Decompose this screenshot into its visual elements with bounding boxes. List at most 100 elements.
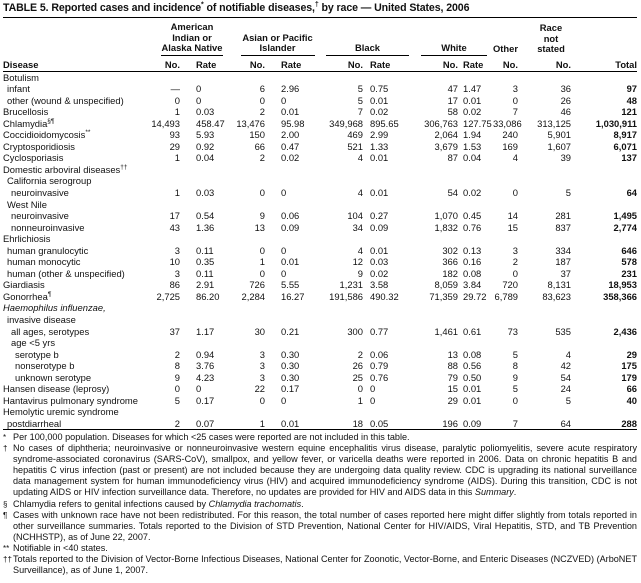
value-cell	[149, 71, 180, 83]
value-cell: 33,086	[493, 117, 522, 129]
value-cell: 4	[357, 186, 363, 198]
value-cell	[180, 314, 235, 326]
value-cell: 0.03	[196, 186, 215, 198]
value-cell: 95.98	[281, 117, 305, 129]
value-cell	[518, 71, 571, 83]
table-row: Brucellosis 1 0.03 2 0.01 7 0.02 58 0.02 7 46 121	[3, 106, 637, 118]
disease-label: Hemolytic uremic syndrome	[3, 406, 119, 418]
disease-label: Chlamydia§¶	[3, 117, 55, 129]
value-cell: 46	[560, 106, 571, 118]
disease-label: all ages, serotypes	[11, 325, 90, 337]
value-cell	[458, 71, 493, 83]
value-cell: 0.07	[180, 417, 235, 431]
value-cell: 240	[502, 129, 518, 141]
value-cell: 0.01	[463, 383, 482, 395]
value-cell: 47	[447, 83, 458, 95]
value-cell: 1	[357, 394, 363, 406]
value-cell: 30	[254, 325, 265, 337]
disease-table: American Indian or Alaska Native Asian o…	[3, 17, 637, 431]
disease-label: Hansen disease (leprosy)	[3, 383, 110, 395]
value-cell: 0.94	[196, 348, 215, 360]
value-cell	[180, 199, 235, 211]
value-cell: 0.01	[463, 94, 482, 106]
value-cell	[363, 199, 415, 211]
value-cell: 366	[442, 256, 458, 268]
table-row: Ehrlichiosis	[3, 233, 637, 245]
value-cell: 0.13	[463, 244, 482, 256]
value-cell: 9	[174, 371, 180, 383]
value-cell: 3	[259, 348, 265, 360]
total-cell: 64	[626, 186, 637, 198]
total-cell	[571, 199, 637, 211]
value-cell	[518, 314, 571, 326]
value-cell: 0	[174, 94, 180, 106]
value-cell: 0	[512, 267, 518, 279]
disease-label: unknown serotype	[15, 371, 92, 383]
value-cell: 29	[169, 140, 180, 152]
group-header-other: Other	[493, 17, 518, 58]
value-cell: 5	[512, 383, 518, 395]
column-header: Disease	[3, 57, 149, 72]
table-row: age <5 yrs	[3, 337, 637, 349]
value-cell	[235, 233, 265, 245]
value-cell: 0	[281, 244, 287, 256]
value-cell: 0.02	[463, 106, 482, 118]
total-cell	[571, 233, 637, 245]
value-cell	[180, 406, 235, 418]
value-cell: 0	[281, 394, 287, 406]
value-cell: 0.06	[370, 348, 389, 360]
value-cell	[180, 71, 235, 83]
column-header: No.	[518, 57, 571, 72]
disease-label: neuroinvasive	[11, 186, 69, 198]
table-row: Hantavirus pulmonary syndrome 5 0.17 0 0 1 0 29…	[3, 395, 637, 407]
total-cell	[571, 406, 637, 418]
total-cell	[571, 302, 637, 314]
value-cell: 349,968	[329, 117, 363, 129]
table-row: Cryptosporidiosis 29 0.92 66 0.47 521 1.33 3,67…	[3, 141, 637, 153]
value-cell	[458, 175, 493, 187]
value-cell: 26	[560, 94, 571, 106]
disease-label: Domestic arboviral diseases††	[3, 163, 128, 175]
value-cell	[458, 337, 493, 349]
value-cell: 86.20	[196, 290, 220, 302]
value-cell	[149, 337, 180, 349]
value-cell: 0.50	[463, 371, 482, 383]
value-cell	[320, 314, 363, 326]
column-header: Rate	[363, 57, 415, 72]
value-cell: 71,359	[429, 290, 458, 302]
table-row: all ages, serotypes 37 1.17 30 0.21 300 0.77 1,…	[3, 326, 637, 338]
table-row: Chlamydia§¶ 14,493 458.47 13,476 95.98 349,96…	[3, 118, 637, 130]
value-cell: 73	[507, 325, 518, 337]
value-cell: 3	[174, 244, 180, 256]
value-cell: 17	[447, 94, 458, 106]
value-cell: 0.11	[196, 267, 214, 279]
value-cell	[180, 337, 235, 349]
disease-label: postdiarrheal	[3, 417, 149, 431]
value-cell	[235, 337, 265, 349]
total-cell: 6,071	[613, 140, 637, 152]
value-cell: 0.01	[463, 394, 482, 406]
value-cell: 0	[512, 94, 518, 106]
footnote-mark: ††	[3, 555, 12, 565]
value-cell: 0	[196, 383, 202, 395]
table-row: human monocytic 10 0.35 1 0.01 12 0.03 366 0.16 2…	[3, 256, 637, 268]
value-cell: 4	[512, 152, 518, 164]
total-cell: 646	[621, 244, 637, 256]
value-cell	[320, 199, 363, 211]
column-header: Rate	[458, 57, 493, 72]
disease-label: nonserotype b	[15, 360, 75, 372]
value-cell: 2.00	[281, 129, 300, 141]
value-cell	[518, 406, 571, 418]
table-row: neuroinvasive 17 0.54 9 0.06 104 0.27 1,070 0.45…	[3, 210, 637, 222]
value-cell: 86	[169, 279, 180, 291]
disease-label: Brucellosis	[3, 106, 49, 118]
value-cell	[415, 71, 458, 83]
column-header: Rate	[265, 57, 320, 72]
value-cell: 0.11	[196, 244, 214, 256]
value-cell	[320, 233, 363, 245]
value-cell: 4.23	[196, 371, 215, 383]
table-row: nonneuroinvasive 43 1.36 13 0.09 34 0.09 1,832 0…	[3, 222, 637, 234]
table-row: Gonorrhea¶ 2,725 86.20 2,284 16.27 191,586 490…	[3, 291, 637, 303]
value-cell	[320, 406, 363, 418]
value-cell	[415, 302, 458, 314]
